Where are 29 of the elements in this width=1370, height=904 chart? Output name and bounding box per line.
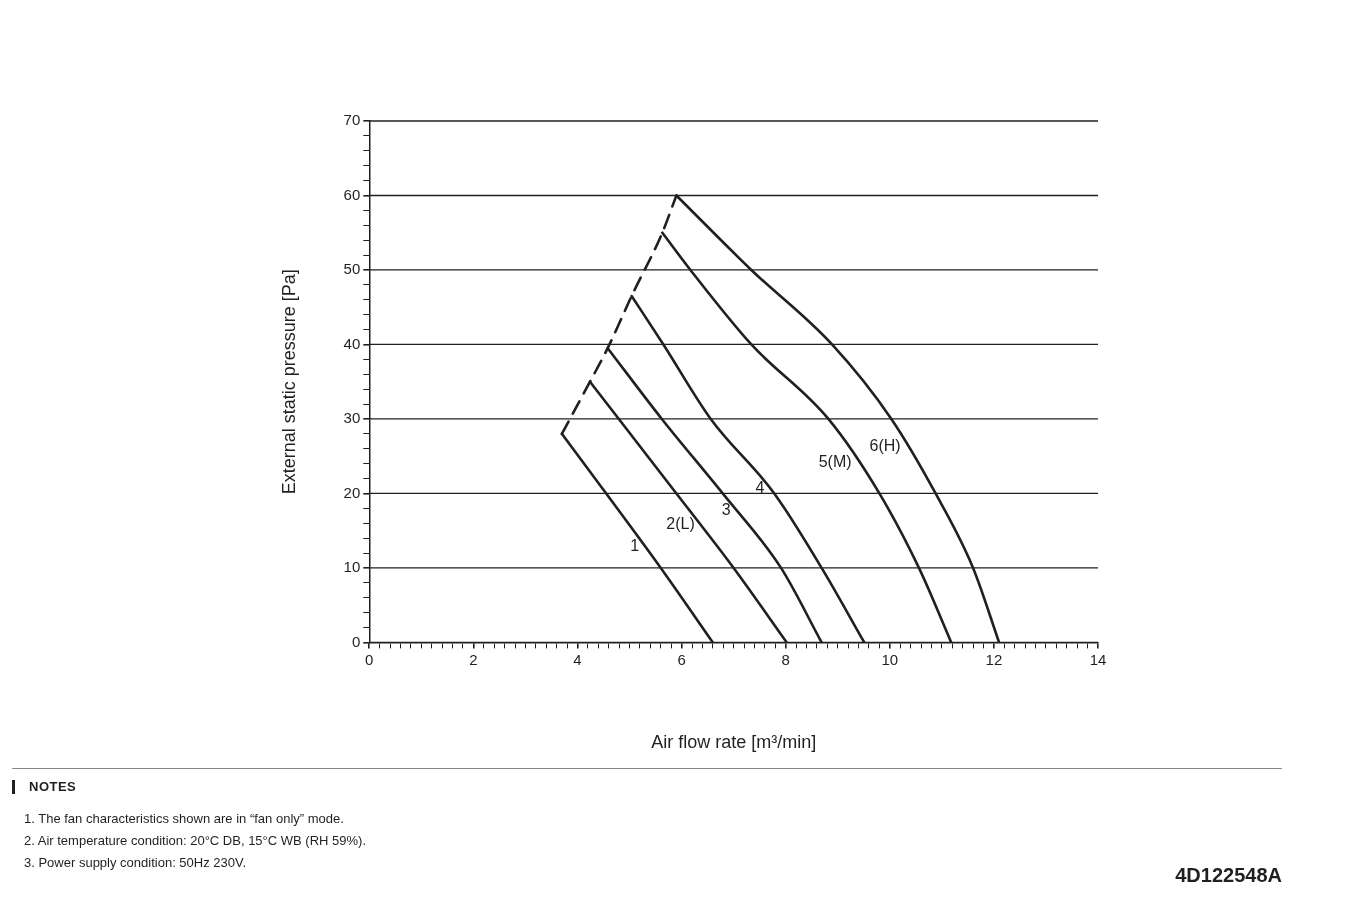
- x-tick-label: 4: [573, 650, 582, 668]
- series-label: 2(L): [666, 515, 695, 533]
- text: 1. The fan characteristics shown are in “fan only” mode.: [24, 810, 345, 828]
- series-label: 6(H): [869, 437, 901, 455]
- text: 2. Air temperature condition: 20°C DB, 15°C WB (RH 59%).: [24, 832, 368, 850]
- x-tick-label: 10: [881, 650, 899, 668]
- x-tick-label: 0: [365, 650, 374, 668]
- y-tick-label: 30: [343, 409, 361, 427]
- text: 3. Power supply condition: 50Hz 230V.: [24, 855, 247, 870]
- text: NOTES: [29, 779, 77, 794]
- y-tick-label: 60: [343, 185, 361, 203]
- y-axis-title: External static pressure [Pa]: [278, 269, 299, 495]
- y-tick-label: 70: [343, 111, 361, 129]
- x-tick-label: 14: [1089, 650, 1107, 668]
- series-label: 1: [630, 537, 640, 555]
- series-label: 5(M): [818, 452, 852, 470]
- x-axis-title: Air flow rate [m³/min]: [651, 732, 817, 753]
- y-tick-label: 40: [343, 334, 361, 352]
- series-label: 3: [721, 501, 731, 519]
- y-tick-label: 20: [343, 483, 361, 501]
- x-tick-label: 2: [469, 650, 478, 668]
- x-tick-label: 12: [985, 650, 1003, 668]
- y-tick-label: 10: [343, 558, 361, 576]
- y-tick-label: 0: [351, 632, 361, 650]
- x-tick-label: 8: [781, 650, 790, 668]
- x-tick-label: 6: [677, 650, 686, 668]
- series-label: 4: [755, 479, 765, 497]
- text: 4D122548A: [1175, 864, 1282, 887]
- y-tick-label: 50: [343, 260, 361, 278]
